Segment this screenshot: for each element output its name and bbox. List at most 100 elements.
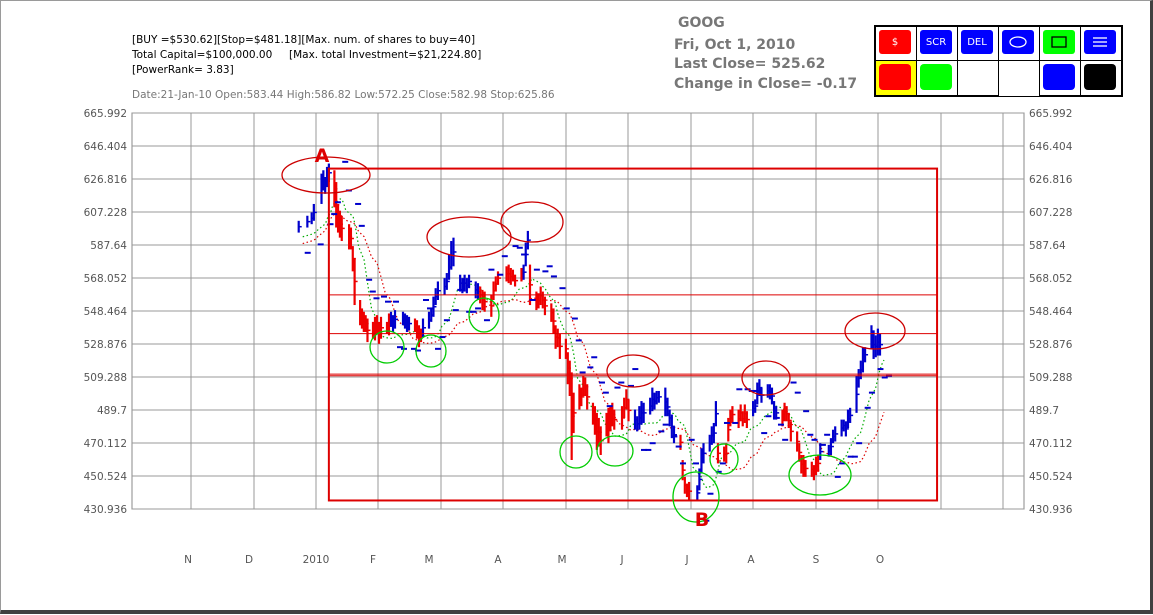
tool-cell — [998, 26, 1040, 61]
support-circle — [369, 330, 405, 364]
y-tick-label-left: 587.64 — [90, 240, 127, 252]
y-tick-label-left: 665.992 — [84, 108, 127, 120]
y-tick-label-left: 568.052 — [84, 273, 127, 285]
delete-button[interactable]: DEL — [961, 30, 993, 54]
color-swatch-red[interactable] — [879, 64, 911, 90]
y-tick-label-right: 489.7 — [1029, 405, 1059, 417]
price-bar — [804, 460, 809, 477]
y-tick-label-right: 626.816 — [1029, 174, 1073, 186]
powerrank-info: [PowerRank= 3.83] — [132, 64, 234, 76]
last-close: Last Close= 525.62 — [674, 56, 826, 72]
price-bar — [863, 347, 869, 363]
x-axis: N D 2010 F M A M J J A S O — [184, 554, 884, 566]
price-bar — [543, 296, 548, 316]
y-tick-label-left: 470.112 — [84, 438, 127, 450]
capital-info: Total Capital=$100,000.00 — [132, 49, 273, 61]
support-circle — [559, 435, 593, 469]
price-bar — [770, 387, 775, 405]
price-bar — [754, 399, 759, 413]
y-tick-label-right: 430.936 — [1029, 504, 1073, 516]
x-tick-label: F — [370, 554, 376, 566]
y-tick-label-right: 646.404 — [1029, 141, 1073, 153]
color-swatch-green[interactable] — [920, 64, 952, 90]
swatch-cell-selected — [875, 60, 917, 96]
price-bar — [340, 215, 345, 242]
rectangle-icon — [1051, 36, 1067, 48]
price-bar — [445, 273, 450, 290]
lines-tool-button[interactable] — [1084, 30, 1116, 54]
x-tick-label: A — [494, 554, 502, 566]
y-tick-label-left: 509.288 — [84, 372, 127, 384]
ellipse-icon — [1009, 36, 1027, 48]
color-swatch-blue[interactable] — [1043, 64, 1075, 90]
chart-grid — [131, 112, 1025, 510]
rectangle-tool-button[interactable] — [1043, 30, 1075, 54]
price-bar — [679, 434, 684, 450]
label-b: B — [695, 509, 709, 531]
y-tick-label-right: 528.876 — [1029, 339, 1073, 351]
trend-box — [327, 167, 939, 502]
lines-icon — [1093, 37, 1107, 47]
ticker-symbol: GOOG — [678, 15, 725, 31]
price-bar — [421, 318, 426, 338]
ellipse-tool-button[interactable] — [1002, 30, 1034, 54]
price-bar — [798, 443, 803, 462]
x-tick-label: M — [557, 554, 566, 566]
price-bar — [513, 274, 519, 287]
y-tick-label-left: 548.464 — [84, 306, 128, 318]
x-tick-label: 2010 — [303, 554, 330, 566]
price-bar — [349, 227, 354, 250]
x-tick-label: S — [813, 554, 820, 566]
support-circle — [788, 454, 852, 496]
y-tick-label-left: 528.876 — [84, 339, 128, 351]
price-bar — [834, 426, 839, 442]
price-bar — [725, 443, 730, 464]
price-bar — [855, 375, 860, 413]
price-bar — [490, 294, 495, 317]
price-bar — [526, 230, 531, 250]
x-tick-label: J — [684, 554, 688, 566]
y-tick-label-right: 568.052 — [1029, 273, 1072, 285]
y-tick-label-left: 450.524 — [84, 471, 128, 483]
x-tick-label: D — [245, 554, 253, 566]
color-swatch-black[interactable] — [1084, 64, 1116, 90]
price-bar — [452, 237, 457, 267]
price-bar — [687, 481, 693, 501]
price-bar — [819, 443, 824, 461]
price-bar — [817, 454, 822, 472]
price-bar — [564, 338, 569, 359]
y-tick-label-left: 607.228 — [84, 207, 127, 219]
annotations: AB — [281, 145, 939, 531]
price-bar — [586, 384, 591, 410]
price-bars — [297, 163, 883, 501]
price-bar — [366, 318, 371, 343]
y-tick-label-left: 626.816 — [84, 174, 128, 186]
investment-info: [Max. total Investment=$21,224.80] — [289, 49, 482, 61]
drawing-toolbox: $ SCR DEL — [874, 25, 1123, 97]
price-bar — [731, 406, 736, 423]
price-bar — [467, 274, 473, 289]
support-circle — [672, 471, 720, 523]
resistance-circle — [500, 201, 564, 243]
buy-price-button[interactable]: $ — [879, 30, 911, 54]
price-bar — [496, 271, 501, 285]
y-axis-left: 665.992 646.404 626.816 607.228 587.64 568.05… — [84, 108, 128, 516]
x-tick-label: A — [747, 554, 755, 566]
support-circle — [709, 443, 739, 475]
scr-button[interactable]: SCR — [920, 30, 952, 54]
price-bar — [436, 281, 441, 300]
swatch-cell — [916, 60, 958, 96]
price-bar — [580, 387, 585, 407]
price-bar — [787, 412, 792, 429]
buy-info-line: [BUY =$530.62][Stop=$481.18][Max. num. o… — [132, 34, 476, 46]
price-bar — [702, 443, 707, 464]
y-tick-label-right: 587.64 — [1029, 240, 1066, 252]
y-tick-label-right: 607.228 — [1029, 207, 1072, 219]
resistance-circle — [741, 360, 791, 396]
price-bar — [796, 431, 801, 452]
price-bar — [528, 264, 533, 306]
y-tick-label-left: 489.7 — [97, 405, 127, 417]
x-tick-label: J — [619, 554, 623, 566]
price-bar — [712, 422, 717, 444]
